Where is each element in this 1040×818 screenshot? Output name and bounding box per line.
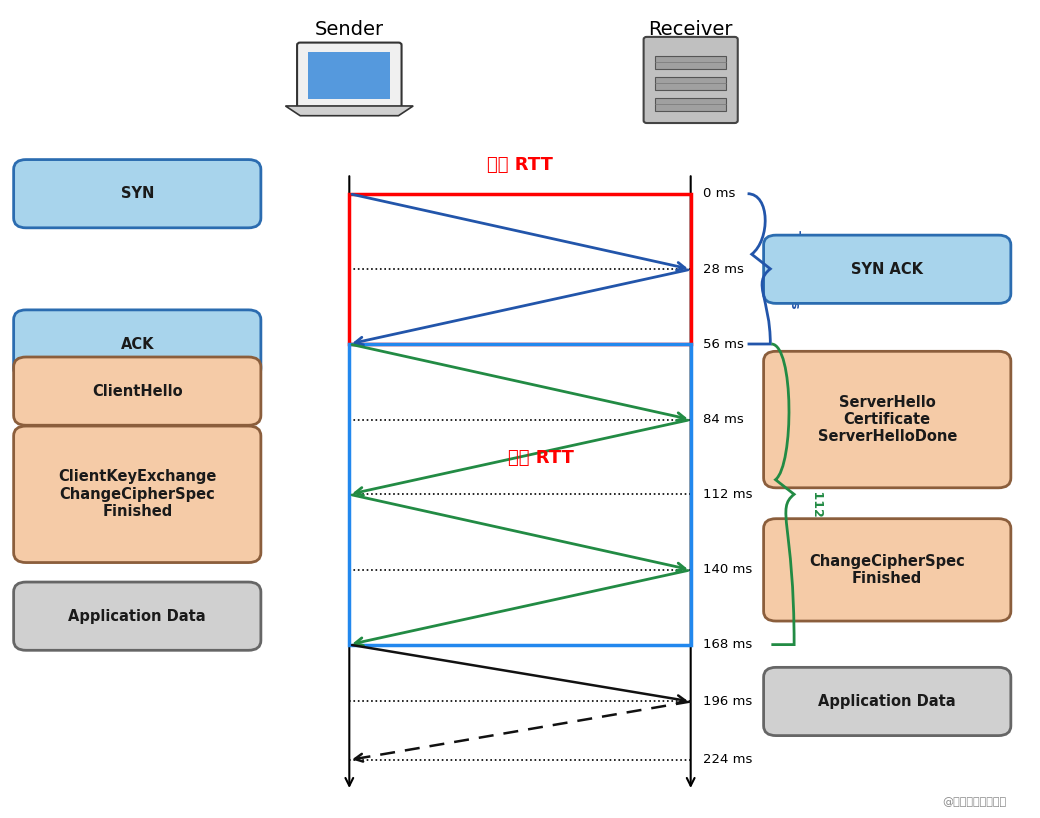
FancyBboxPatch shape [644,37,737,123]
Text: 28 ms: 28 ms [703,263,744,276]
Text: 56 ms: 56 ms [703,338,744,350]
Text: Application Data: Application Data [69,609,206,623]
FancyBboxPatch shape [297,43,401,109]
Text: ServerHello
Certificate
ServerHelloDone: ServerHello Certificate ServerHelloDone [817,394,957,444]
FancyBboxPatch shape [14,426,261,563]
Text: 112 ms: 112 ms [703,488,753,501]
Text: SYN: SYN [121,187,154,201]
FancyBboxPatch shape [763,235,1011,303]
Text: 两次 RTT: 两次 RTT [508,449,574,467]
FancyBboxPatch shape [763,667,1011,735]
Text: @稀土掘金技术社区: @稀土掘金技术社区 [942,797,1006,807]
Text: 224 ms: 224 ms [703,753,753,766]
FancyBboxPatch shape [763,519,1011,621]
Text: ChangeCipherSpec
Finished: ChangeCipherSpec Finished [809,554,965,586]
Text: ClientHello: ClientHello [92,384,183,398]
Text: 168 ms: 168 ms [703,638,752,651]
Text: TCP - 56ms: TCP - 56ms [787,230,801,308]
Bar [349,344,691,645]
Text: 84 ms: 84 ms [703,413,744,426]
Bar [655,98,726,110]
Text: 一次 RTT: 一次 RTT [487,156,553,174]
FancyBboxPatch shape [14,582,261,650]
FancyBboxPatch shape [14,357,261,425]
FancyBboxPatch shape [14,310,261,378]
Polygon shape [285,106,413,115]
Bar [309,52,390,100]
Bar [655,77,726,90]
Text: TLS - 112ms: TLS - 112ms [811,452,825,537]
Text: Sender: Sender [315,20,384,39]
FancyBboxPatch shape [763,351,1011,488]
FancyBboxPatch shape [14,160,261,228]
Text: 0 ms: 0 ms [703,187,735,200]
Text: Receiver: Receiver [648,20,733,39]
Text: 196 ms: 196 ms [703,695,752,708]
Text: ACK: ACK [121,336,154,352]
Bar [655,56,726,69]
Text: 140 ms: 140 ms [703,564,752,577]
Bar [349,194,691,344]
Text: Application Data: Application Data [818,694,956,709]
Text: SYN ACK: SYN ACK [851,262,924,276]
Text: ClientKeyExchange
ChangeCipherSpec
Finished: ClientKeyExchange ChangeCipherSpec Finis… [58,470,216,519]
